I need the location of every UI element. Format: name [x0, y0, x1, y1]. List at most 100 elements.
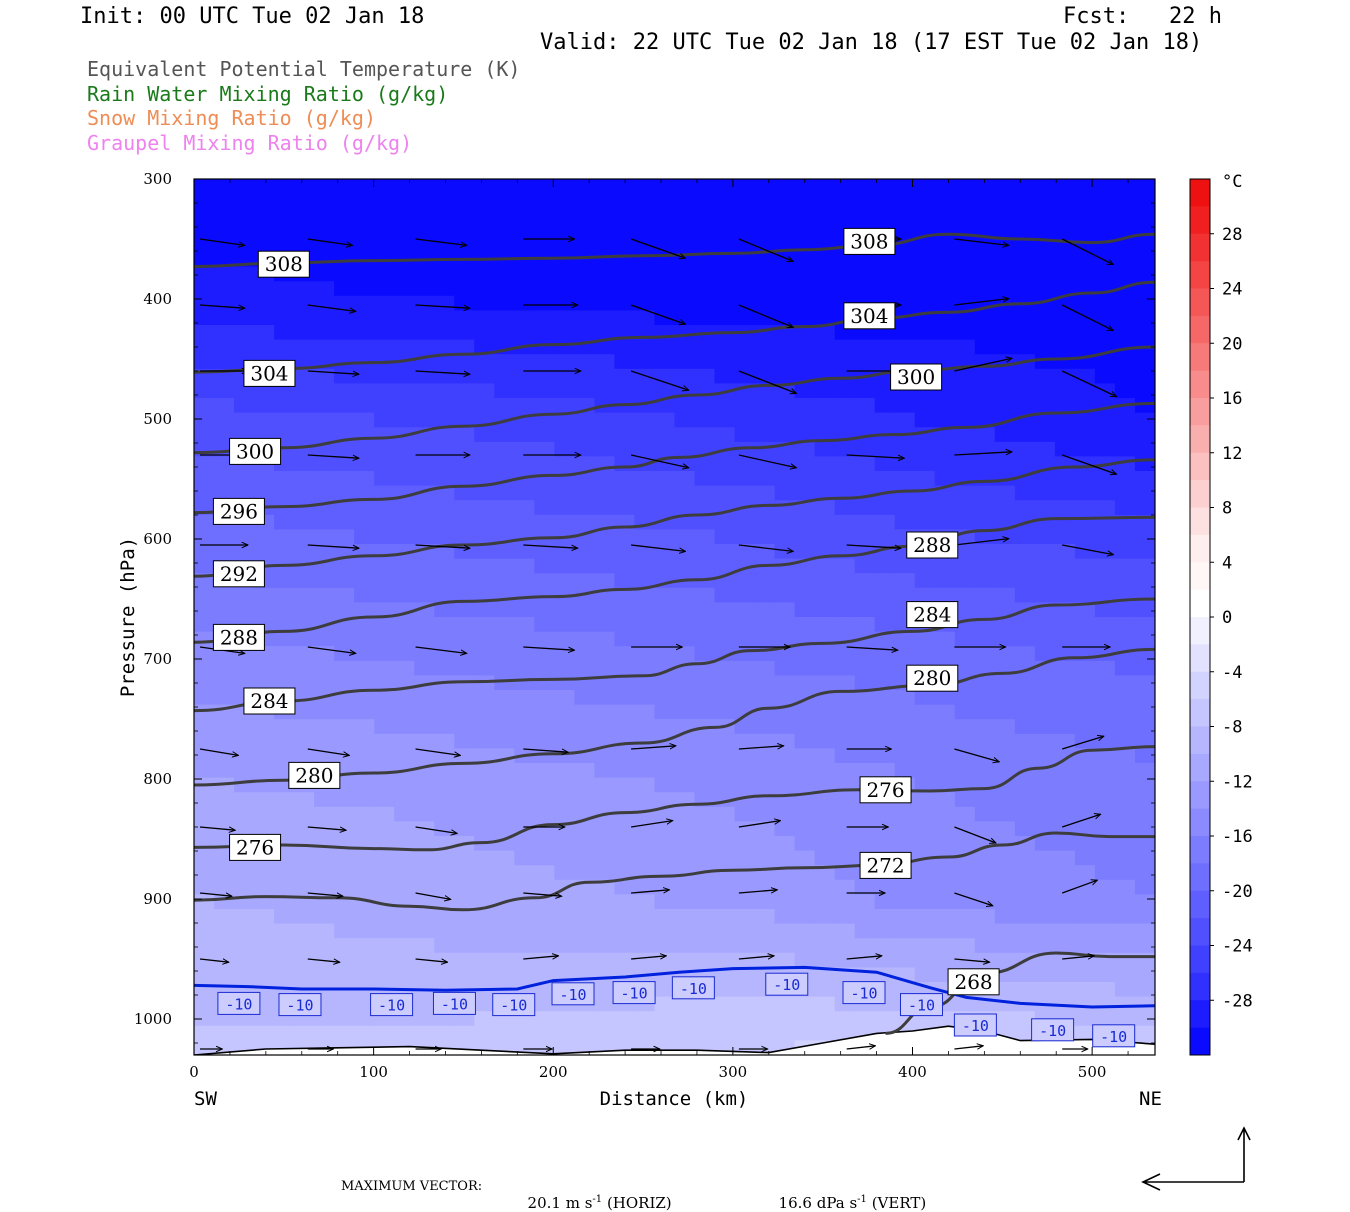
temp-cell [734, 836, 756, 852]
temp-cell [894, 295, 916, 312]
temp-cell [474, 923, 496, 939]
temp-cell [534, 996, 556, 1012]
wind-vector [199, 304, 245, 308]
temp-cell [834, 821, 856, 837]
temp-cell [1034, 865, 1056, 881]
temp-cell [794, 441, 816, 458]
temp-cell [714, 471, 736, 487]
temp-cell [954, 179, 976, 195]
wind-vector [307, 544, 359, 548]
temp-cell [614, 266, 636, 282]
temp-cell [474, 748, 496, 764]
temp-cell [594, 222, 616, 239]
temp-cell [474, 529, 496, 545]
temp-cell [794, 646, 816, 662]
colorbar-bin [1190, 890, 1210, 919]
temp-cell [1054, 252, 1076, 268]
temp-cell [314, 660, 335, 677]
temp-cell [394, 208, 416, 224]
temp-cell [674, 471, 696, 487]
temp-cell [194, 967, 215, 983]
temp-cell [234, 967, 255, 983]
temp-cell [814, 295, 836, 312]
temp-cell [674, 412, 696, 428]
temp-cell [814, 1025, 836, 1042]
temp-cell [814, 427, 836, 443]
temp-cell [894, 252, 916, 268]
temp-cell [474, 1011, 496, 1027]
temp-cell [674, 602, 696, 618]
temp-cell [234, 529, 255, 545]
temp-cell [1114, 675, 1136, 691]
temp-cell [674, 485, 696, 501]
temp-cell [1074, 617, 1096, 633]
temp-cell [674, 996, 696, 1012]
temp-cell [1074, 193, 1096, 209]
wind-vector [846, 454, 905, 458]
temp-cell [1114, 982, 1136, 998]
temp-cell [794, 1011, 816, 1027]
temp-cell [394, 237, 416, 253]
temp-cell [294, 193, 315, 209]
temp-cell [914, 719, 936, 735]
temp-cell [1054, 325, 1076, 341]
temp-cell [894, 398, 916, 414]
temp-cell [1034, 573, 1056, 589]
temp-cell [354, 923, 375, 939]
temp-cell [774, 617, 796, 633]
temp-cell [814, 792, 836, 808]
temp-cell [214, 967, 235, 983]
temp-cell [374, 383, 396, 399]
temp-cell [674, 514, 696, 531]
temp-cell [854, 704, 876, 720]
temp-cell [934, 427, 956, 443]
y-tick-label: 700 [143, 650, 172, 668]
temp-cell [534, 471, 556, 487]
temp-cell [474, 514, 496, 531]
temp-cell [214, 179, 235, 195]
temp-cell [874, 573, 896, 589]
temp-cell [514, 544, 536, 560]
temp-cell [494, 631, 516, 647]
temp-cell [314, 398, 335, 414]
temp-cell [1114, 441, 1136, 458]
temp-cell [734, 281, 756, 297]
temp-cell [1054, 763, 1076, 779]
temp-cell [574, 923, 596, 939]
temp-cell [314, 222, 335, 239]
temp-cell [934, 836, 956, 852]
temp-cell [614, 208, 636, 224]
temp-cell [714, 631, 736, 647]
temp-cell [974, 456, 996, 472]
theta-e-contour-296 [194, 401, 1155, 515]
temp-cell [714, 412, 736, 428]
temp-cell [334, 1025, 355, 1042]
temp-cell [434, 967, 456, 983]
temp-cell [514, 690, 536, 706]
temp-cell [354, 967, 375, 983]
temp-cell [474, 573, 496, 589]
temp-cell [554, 690, 576, 706]
wind-vector [954, 238, 1008, 245]
temp-cell [794, 602, 816, 618]
temp-cell [1074, 602, 1096, 618]
forecast-hour: Fcst: 22 h [1063, 4, 1222, 29]
temp-cell [274, 295, 295, 312]
temp-cell [1014, 179, 1036, 195]
temp-cell [634, 602, 656, 618]
temp-cell [374, 485, 396, 501]
temp-cell [454, 208, 476, 224]
temp-cell [834, 500, 856, 516]
temp-cell [314, 602, 335, 618]
temp-cell [1054, 952, 1076, 969]
temp-cell [1114, 295, 1136, 312]
temp-cell [474, 792, 496, 808]
temp-cell [1134, 850, 1155, 866]
temp-cell [1114, 894, 1136, 910]
temp-cell [254, 485, 275, 501]
temp-cell [874, 719, 896, 735]
temp-cell [454, 587, 476, 604]
temp-cell [454, 719, 476, 735]
temp-cell [1074, 660, 1096, 677]
temp-cell [694, 1025, 716, 1042]
